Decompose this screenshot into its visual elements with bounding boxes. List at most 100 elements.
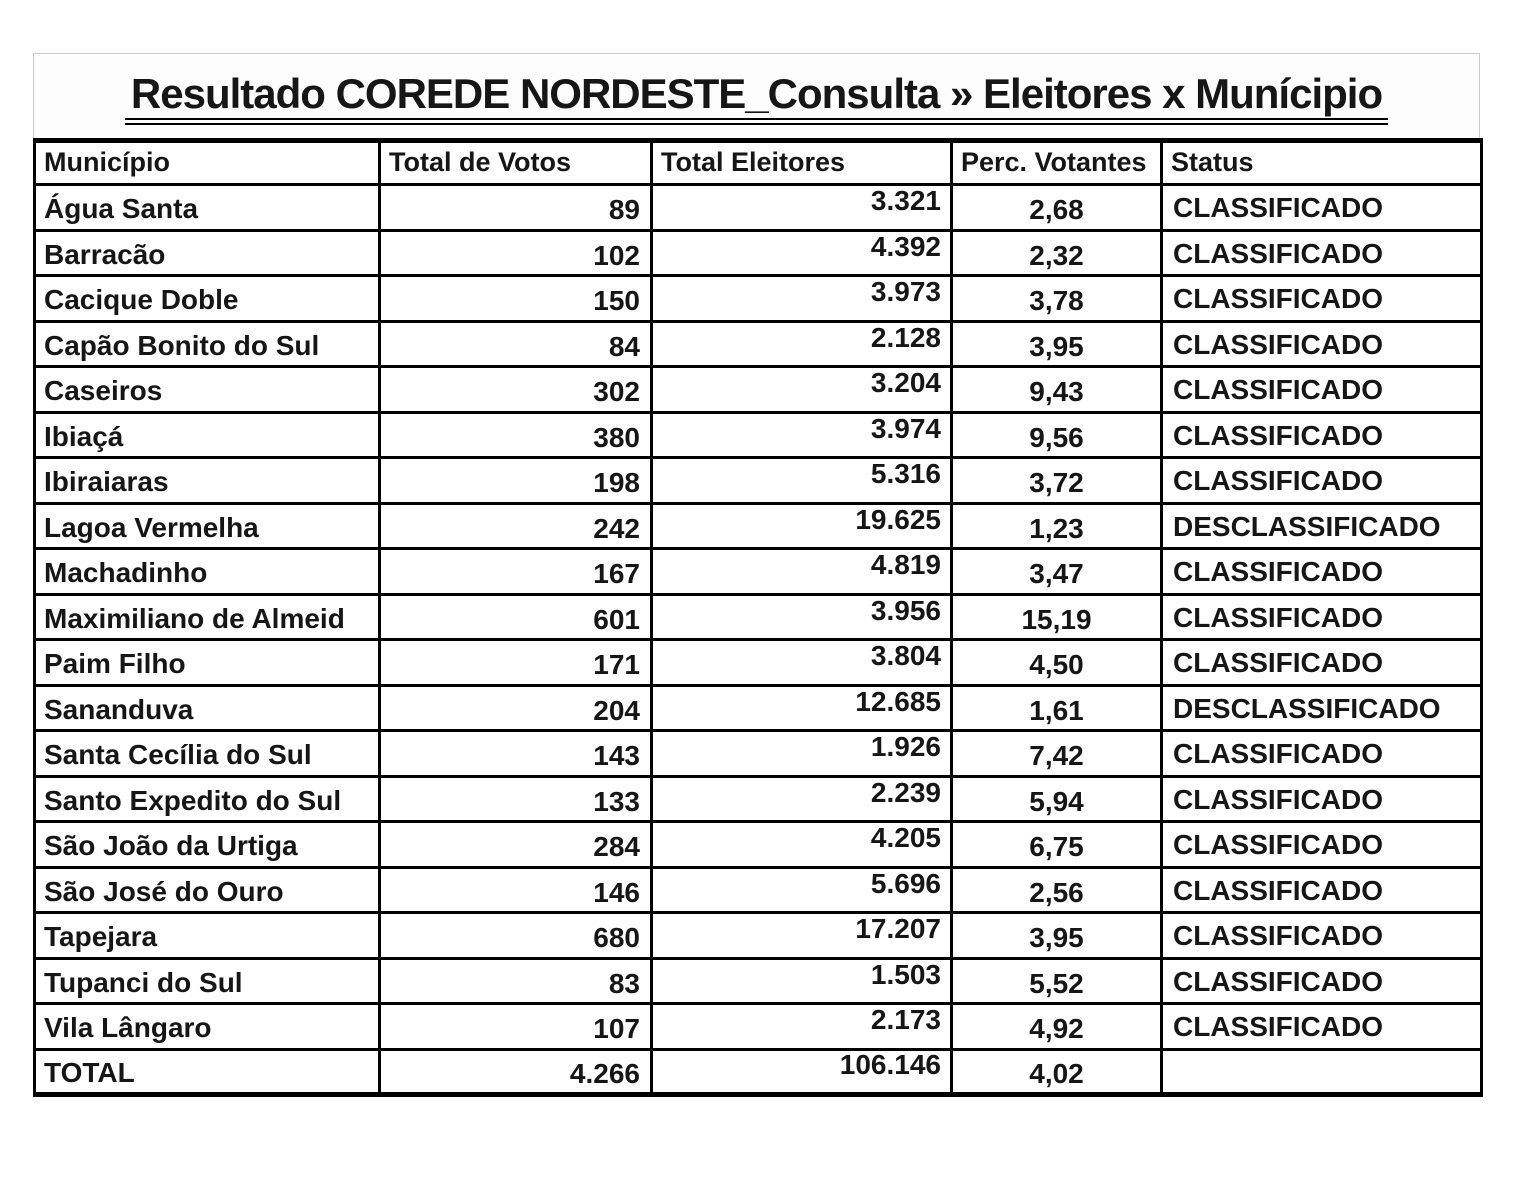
- cell-status: CLASSIFICADO: [1160, 729, 1483, 778]
- header-status: Status: [1160, 138, 1483, 187]
- cell-municipio: Paim Filho: [33, 638, 381, 687]
- cell-municipio: Capão Bonito do Sul: [33, 319, 381, 369]
- cell-perc-votantes: 7,42: [950, 729, 1163, 778]
- cell-status: CLASSIFICADO: [1160, 274, 1483, 323]
- cell-status: CLASSIFICADO: [1160, 547, 1483, 596]
- cell-total-eleitores: 2.173: [650, 1002, 953, 1051]
- table-row: Tapejara 680 17.207 3,95 CLASSIFICADO: [33, 911, 1483, 960]
- table-row: Machadinho 167 4.819 3,47 CLASSIFICADO: [33, 547, 1483, 596]
- cell-perc-votantes: 2,68: [950, 183, 1163, 232]
- cell-status: CLASSIFICADO: [1160, 956, 1483, 1006]
- cell-total-eleitores: 4.205: [650, 820, 953, 869]
- cell-total-eleitores: 1.503: [650, 956, 953, 1006]
- cell-status: CLASSIFICADO: [1160, 865, 1483, 915]
- cell-municipio: São José do Ouro: [33, 865, 381, 915]
- results-table: Município Total de Votos Total Eleitores…: [33, 138, 1483, 1098]
- cell-total-votos: 107: [378, 1002, 653, 1051]
- cell-status: CLASSIFICADO: [1160, 1002, 1483, 1051]
- cell-total-eleitores: 4.392: [650, 228, 953, 278]
- table-row: Ibiraiaras 198 5.316 3,72 CLASSIFICADO: [33, 456, 1483, 505]
- table-row: Água Santa 89 3.321 2,68 CLASSIFICADO: [33, 183, 1483, 232]
- cell-perc-votantes: 6,75: [950, 820, 1163, 869]
- cell-status: CLASSIFICADO: [1160, 183, 1483, 232]
- cell-status: CLASSIFICADO: [1160, 410, 1483, 460]
- cell-total-votos: 146: [378, 865, 653, 915]
- cell-total-votos: 89: [378, 183, 653, 232]
- cell-status: CLASSIFICADO: [1160, 911, 1483, 960]
- header-perc-votantes: Perc. Votantes: [950, 138, 1163, 187]
- cell-total-votos: 150: [378, 274, 653, 323]
- cell-total-votos: 83: [378, 956, 653, 1006]
- table-row: Vila Lângaro 107 2.173 4,92 CLASSIFICADO: [33, 1002, 1483, 1051]
- cell-perc-votantes: 3,95: [950, 319, 1163, 369]
- cell-total-votos: 133: [378, 774, 653, 824]
- cell-status: CLASSIFICADO: [1160, 456, 1483, 505]
- table-header: Município Total de Votos Total Eleitores…: [33, 138, 1483, 187]
- report-sheet: Resultado COREDE NORDESTE_Consulta » Ele…: [33, 53, 1483, 1098]
- cell-perc-votantes: 4,50: [950, 638, 1163, 687]
- cell-total-eleitores: 3.956: [650, 592, 953, 642]
- cell-status: DESCLASSIFICADO: [1160, 501, 1483, 551]
- cell-total-eleitores: 19.625: [650, 501, 953, 551]
- cell-total-votos: 102: [378, 228, 653, 278]
- cell-municipio: Lagoa Vermelha: [33, 501, 381, 551]
- page-title: Resultado COREDE NORDESTE_Consulta » Ele…: [124, 70, 1389, 126]
- table-row: Maximiliano de Almeid 601 3.956 15,19 CLASSI…: [33, 592, 1483, 642]
- table-row: Santa Cecília do Sul 143 1.926 7,42 CLASSIFI…: [33, 729, 1483, 778]
- cell-perc-votantes: 9,56: [950, 410, 1163, 460]
- cell-total-eleitores: 5.696: [650, 865, 953, 915]
- cell-perc-votantes: 3,78: [950, 274, 1163, 323]
- cell-status: CLASSIFICADO: [1160, 820, 1483, 869]
- table-row: Barracão 102 4.392 2,32 CLASSIFICADO: [33, 228, 1483, 278]
- cell-total-eleitores: 2.239: [650, 774, 953, 824]
- cell-status: CLASSIFICADO: [1160, 365, 1483, 414]
- cell-total-votos: 198: [378, 456, 653, 505]
- cell-status: DESCLASSIFICADO: [1160, 683, 1483, 733]
- table-row: Ibiaçá 380 3.974 9,56 CLASSIFICADO: [33, 410, 1483, 460]
- cell-total-eleitores: 2.128: [650, 319, 953, 369]
- cell-status: CLASSIFICADO: [1160, 319, 1483, 369]
- cell-municipio: Tupanci do Sul: [33, 956, 381, 1006]
- cell-total-eleitores: 3.973: [650, 274, 953, 323]
- cell-perc-votantes: 2,56: [950, 865, 1163, 915]
- header-municipio: Município: [33, 138, 381, 187]
- cell-total-votos: 143: [378, 729, 653, 778]
- cell-status: [1160, 1047, 1483, 1098]
- cell-total-eleitores: 3.804: [650, 638, 953, 687]
- cell-municipio: Água Santa: [33, 183, 381, 232]
- cell-perc-votantes: 9,43: [950, 365, 1163, 414]
- cell-total-eleitores: 4.819: [650, 547, 953, 596]
- cell-total-votos: 380: [378, 410, 653, 460]
- cell-municipio: Ibiaçá: [33, 410, 381, 460]
- cell-perc-votantes: 4,02: [950, 1047, 1163, 1098]
- cell-perc-votantes: 2,32: [950, 228, 1163, 278]
- table-body: Água Santa 89 3.321 2,68 CLASSIFICADO Barracã…: [33, 183, 1483, 1098]
- table-row: Paim Filho 171 3.804 4,50 CLASSIFICADO: [33, 638, 1483, 687]
- cell-total-votos: 284: [378, 820, 653, 869]
- header-total-eleitores: Total Eleitores: [650, 138, 953, 187]
- cell-perc-votantes: 3,47: [950, 547, 1163, 596]
- cell-total-votos: 601: [378, 592, 653, 642]
- cell-perc-votantes: 15,19: [950, 592, 1163, 642]
- table-row: Santo Expedito do Sul 133 2.239 5,94 CLASSIF…: [33, 774, 1483, 824]
- header-row: Município Total de Votos Total Eleitores…: [33, 138, 1483, 187]
- header-total-votos: Total de Votos: [378, 138, 653, 187]
- title-block: Resultado COREDE NORDESTE_Consulta » Ele…: [33, 53, 1480, 139]
- cell-total-eleitores: 3.204: [650, 365, 953, 414]
- cell-perc-votantes: 1,61: [950, 683, 1163, 733]
- cell-municipio: Machadinho: [33, 547, 381, 596]
- table-row: Capão Bonito do Sul 84 2.128 3,95 CLASSIFICA…: [33, 319, 1483, 369]
- table-row: Sananduva 204 12.685 1,61 DESCLASSIFICADO: [33, 683, 1483, 733]
- cell-municipio: Ibiraiaras: [33, 456, 381, 505]
- cell-municipio: Sananduva: [33, 683, 381, 733]
- cell-total-eleitores: 17.207: [650, 911, 953, 960]
- cell-municipio: Cacique Doble: [33, 274, 381, 323]
- table-row: Lagoa Vermelha 242 19.625 1,23 DESCLASSIFICA…: [33, 501, 1483, 551]
- cell-total-votos: 242: [378, 501, 653, 551]
- cell-total-votos: 204: [378, 683, 653, 733]
- cell-perc-votantes: 3,95: [950, 911, 1163, 960]
- cell-municipio: Tapejara: [33, 911, 381, 960]
- cell-perc-votantes: 4,92: [950, 1002, 1163, 1051]
- cell-perc-votantes: 3,72: [950, 456, 1163, 505]
- total-row: TOTAL 4.266 106.146 4,02: [33, 1047, 1483, 1098]
